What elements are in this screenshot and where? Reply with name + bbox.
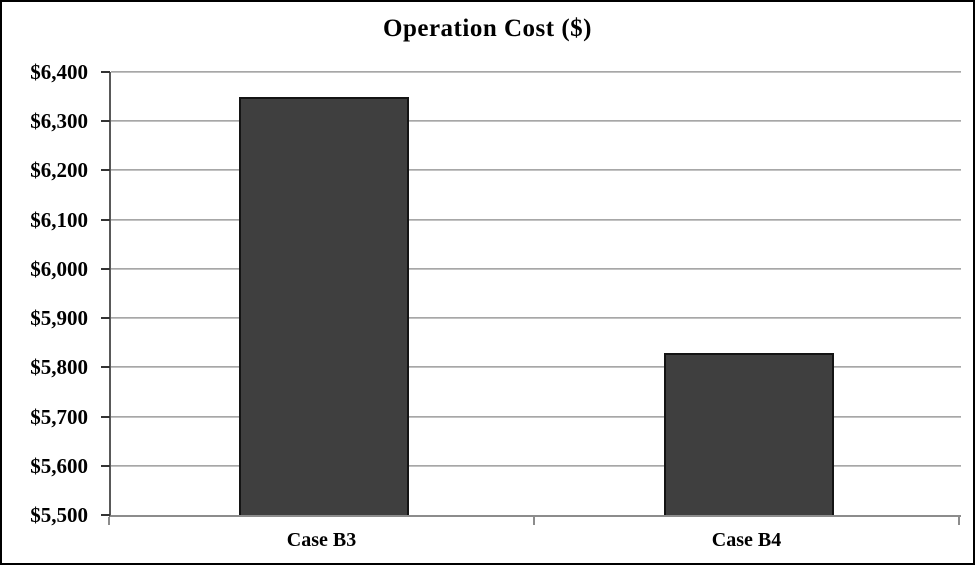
bar-case-b4: [663, 352, 834, 515]
bar-case-b3: [238, 96, 409, 515]
y-axis-tick: [101, 317, 110, 320]
y-tick-label: $6,400: [30, 60, 88, 84]
plot-area: [109, 71, 961, 517]
gridline: [111, 317, 961, 320]
gridline: [111, 415, 961, 418]
x-category-label: Case B3: [286, 529, 357, 551]
y-axis-tick: [101, 71, 110, 73]
gridline: [111, 120, 961, 123]
gridline: [111, 267, 961, 270]
y-tick-label: $5,500: [30, 503, 88, 527]
gridline: [111, 464, 961, 467]
gridline: [111, 71, 961, 73]
y-tick-label: $6,100: [30, 207, 88, 232]
chart-title: Operation Cost ($): [383, 15, 592, 42]
y-tick-label: $5,700: [30, 404, 88, 429]
gridline: [111, 218, 961, 221]
x-axis-tick: [108, 517, 110, 525]
y-tick-label: $5,800: [30, 355, 88, 380]
x-axis-tick: [958, 517, 960, 525]
y-axis-tick: [101, 218, 110, 221]
y-axis-tick: [101, 415, 110, 418]
y-axis-tick: [101, 464, 110, 467]
y-tick-label: $6,300: [30, 109, 88, 134]
y-tick-label: $5,600: [30, 453, 88, 478]
y-tick-label: $5,900: [30, 306, 88, 331]
gridline: [111, 169, 961, 172]
x-axis-tick: [533, 517, 535, 525]
y-axis-tick: [101, 120, 110, 123]
y-axis-tick: [101, 514, 110, 516]
gridline: [111, 366, 961, 369]
y-axis-tick: [101, 267, 110, 270]
y-axis-tick: [101, 366, 110, 369]
y-axis-tick: [101, 169, 110, 172]
y-tick-label: $6,000: [30, 256, 88, 281]
y-tick-label: $6,200: [30, 158, 88, 183]
x-category-label: Case B4: [711, 529, 782, 551]
